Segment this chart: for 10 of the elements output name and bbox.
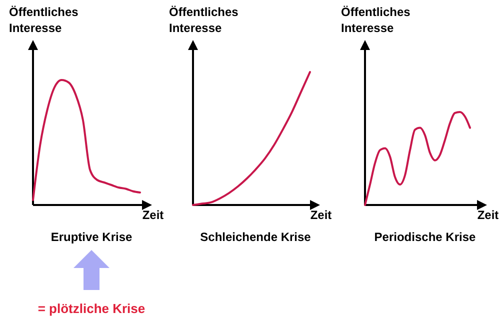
text: Eruptive Krise (50, 230, 132, 244)
x-axis-title: Zeit (142, 208, 164, 222)
text: Periodische Krise (374, 230, 476, 244)
y-axis-title: Öffentliches Interesse (169, 5, 239, 35)
text: = plötzliche Krise (38, 301, 146, 316)
y-axis-title: Öffentliches Interesse (9, 5, 79, 35)
x-axis-title: Zeit (310, 208, 332, 222)
x-axis-title: Zeit (477, 208, 499, 222)
y-axis-title: Öffentliches Interesse (341, 5, 411, 35)
text: Schleichende Krise (200, 230, 312, 244)
